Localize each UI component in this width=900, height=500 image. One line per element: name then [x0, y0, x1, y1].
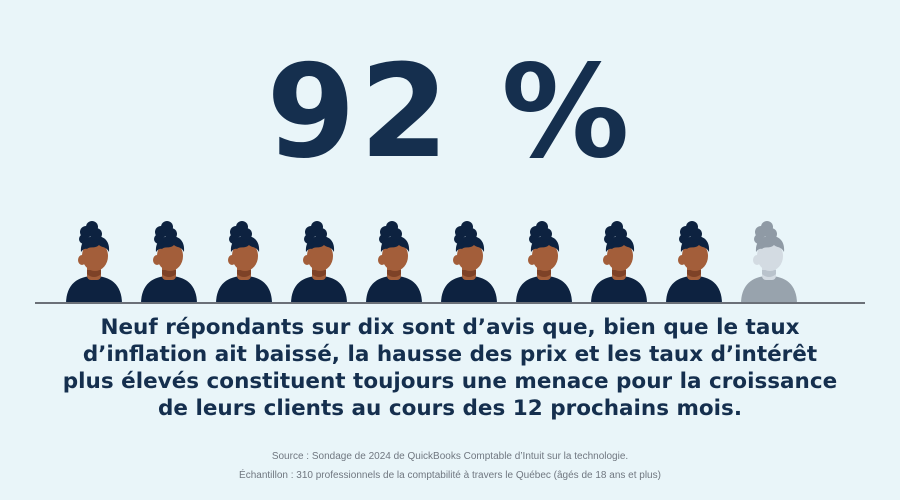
- person-icon: [441, 221, 497, 304]
- person-icon: [591, 221, 647, 304]
- person-icon: [291, 221, 347, 304]
- statement-text: Neuf répondants sur dix sont d’avis que,…: [62, 315, 838, 421]
- person-icon: [366, 221, 422, 304]
- pictogram-row: [62, 218, 812, 304]
- baseline-divider: [35, 302, 865, 304]
- person-icon: [141, 221, 197, 304]
- person-icon: [216, 221, 272, 304]
- source-note: Source : Sondage de 2024 de QuickBooks C…: [271, 451, 629, 462]
- person-icon: [666, 221, 722, 304]
- headline-percentage: 92 %: [266, 38, 634, 187]
- sample-note: Échantillon : 310 professionnels de la c…: [239, 470, 661, 481]
- person-icon: [66, 221, 122, 304]
- person-icon-muted: [741, 221, 797, 304]
- person-icon: [516, 221, 572, 304]
